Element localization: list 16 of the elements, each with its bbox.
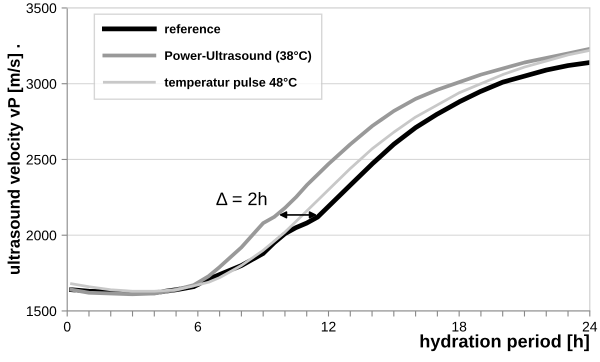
legend-label: temperatur pulse 48°C (164, 78, 297, 90)
y-tick-label: 2000 (26, 230, 56, 240)
legend-label: reference (165, 24, 220, 34)
x-tick-label: 18 (452, 322, 466, 332)
x-tick-label: 6 (194, 322, 202, 332)
x-tick-label: 0 (64, 322, 71, 332)
annotation: Δ = 2h (216, 192, 266, 206)
x-axis-title: hydration period [h] (420, 334, 589, 352)
y-tick-label: 3000 (26, 79, 56, 89)
y-tick-label: 1500 (26, 306, 56, 316)
legend-label: Power-Ultrasound (38°C) (165, 50, 312, 63)
x-tick-label: 12 (322, 322, 336, 332)
x-tick-label: 24 (582, 322, 598, 332)
y-tick-label: 2500 (26, 154, 56, 165)
y-axis-title: ultrasound velocity vP [m/s] . (8, 44, 24, 274)
y-tick-label: 3500 (26, 3, 56, 14)
